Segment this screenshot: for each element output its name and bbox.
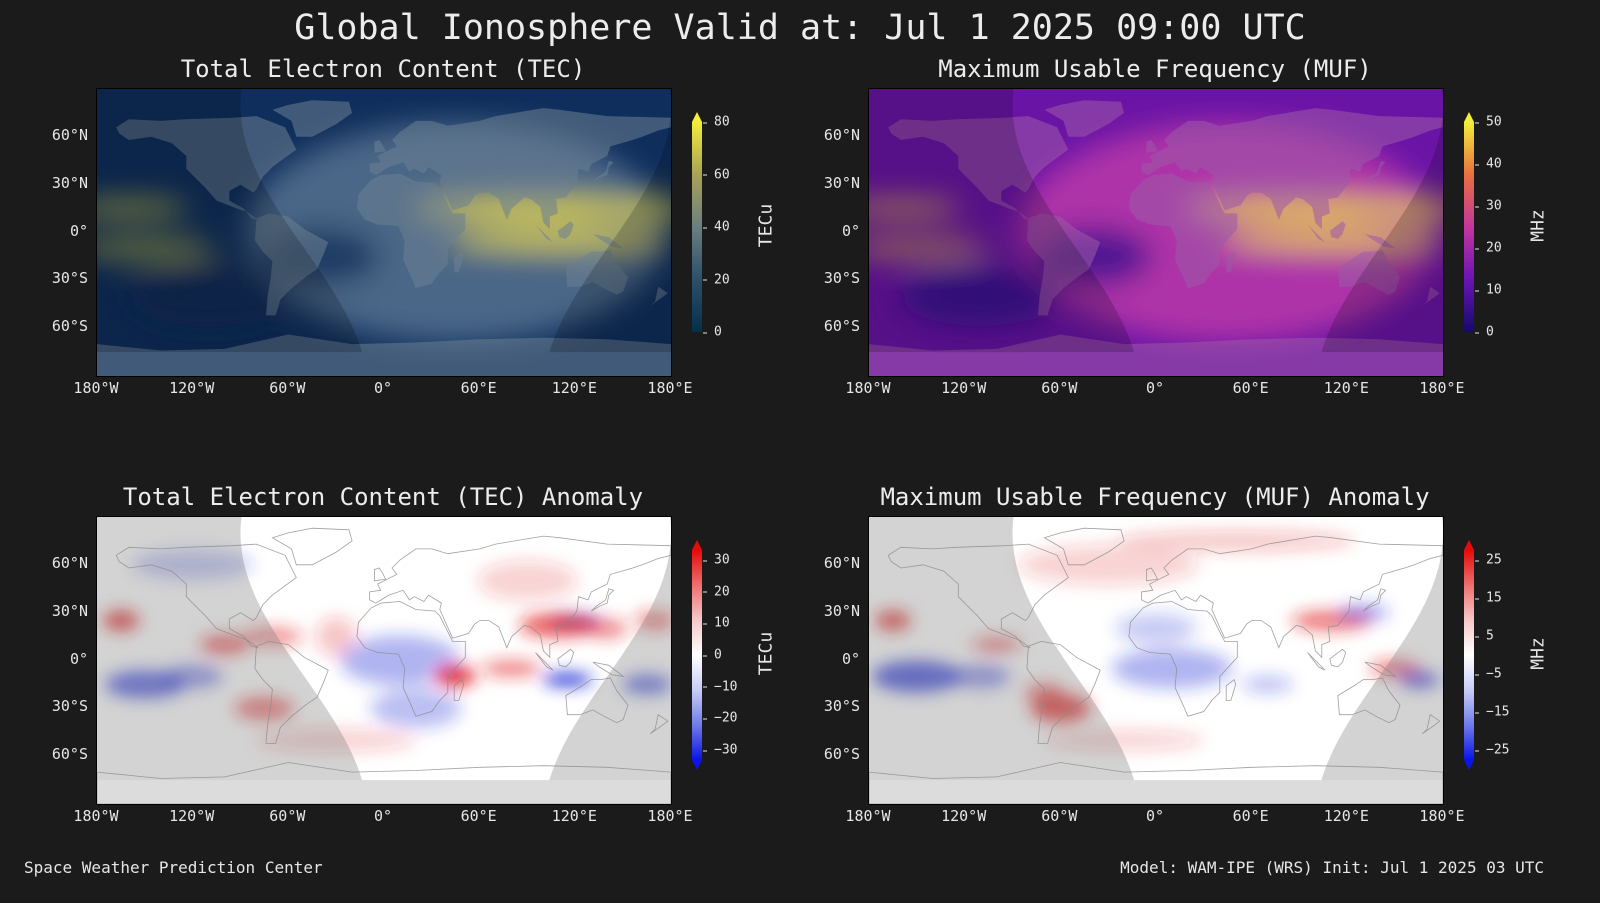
lon-tick-label: 180°E [1419, 807, 1465, 825]
lat-tick-label: 0° [69, 649, 88, 668]
colorbar-tick-label: −25 [1474, 742, 1510, 758]
lon-tick-label: 120°W [941, 807, 987, 825]
lat-tick-label: 30°S [51, 697, 88, 716]
lon-tick-label: 0° [1145, 807, 1165, 825]
colorbar-tick-label: −30 [702, 742, 738, 758]
colorbar-tick-label: 60 [703, 167, 730, 182]
colorbar-tick-label: 30 [1475, 198, 1502, 214]
lat-tick-label: 30°N [823, 601, 860, 620]
lat-tick-label: 30°N [51, 601, 88, 620]
footer-source: Space Weather Prediction Center [24, 858, 323, 877]
lon-tick-label: 180°E [647, 379, 693, 397]
lat-tick-label: 60°N [823, 553, 860, 572]
muf-map [868, 88, 1444, 377]
lon-tick-label: 0° [373, 379, 393, 397]
lat-tick-label: 60°N [51, 125, 88, 144]
colorbar-extend-top [1464, 112, 1474, 122]
lat-tick-label: 0° [69, 221, 88, 240]
lon-tick-label: 60°E [460, 379, 497, 397]
lon-tick-label: 180°W [845, 807, 891, 825]
colorbar-tick-label: 15 [1475, 590, 1502, 606]
lat-tick-label: 60°S [823, 317, 860, 336]
colorbar-tick-label: 20 [703, 272, 730, 287]
colorbar-tick-label: 80 [703, 114, 730, 130]
colorbar-tick-label: 20 [1475, 240, 1502, 256]
colorbar-tick-label: 0 [703, 324, 722, 340]
colorbar-tick-label: 10 [1475, 282, 1502, 298]
muf-anom-title: Maximum Usable Frequency (MUF) Anomaly [880, 483, 1430, 511]
colorbar-tick-label: 40 [703, 219, 730, 235]
lon-tick-label: 60°E [1232, 807, 1269, 825]
lon-tick-label: 0° [1145, 379, 1165, 397]
lon-tick-label: 180°W [73, 807, 119, 825]
lat-tick-label: 60°N [51, 553, 88, 572]
tec-anom-title: Total Electron Content (TEC) Anomaly [122, 483, 644, 511]
lat-tick-label: 60°S [51, 745, 88, 764]
muf-anom-map [868, 516, 1444, 805]
lon-tick-label: 120°E [1323, 807, 1369, 825]
colorbar-tick-label: −20 [702, 710, 738, 726]
muf-anom-colorbar: 25 15 5 −5 −15 −25 [1464, 540, 1509, 770]
lon-tick-label: 60°W [269, 379, 306, 397]
lon-tick-label: 60°W [1041, 379, 1078, 397]
colorbar-tick-label: 50 [1475, 114, 1502, 130]
lon-tick-label: 120°E [551, 807, 597, 825]
page-title: Global Ionosphere Valid at: Jul 1 2025 0… [294, 8, 1306, 48]
lon-tick-label: 60°E [460, 807, 497, 825]
lon-tick-label: 180°E [647, 807, 693, 825]
muf-panel: Maximum Usable Frequency (MUF) 60°N 30°N 0°… [772, 55, 1552, 475]
lon-tick-label: 120°E [551, 379, 597, 397]
colorbar-extend-top [692, 112, 702, 122]
colorbar-tick-label: 10 [703, 615, 730, 631]
lon-tick-label: 60°E [1232, 379, 1269, 397]
tec-anom-map [96, 516, 672, 805]
lat-tick-label: 60°S [823, 745, 860, 764]
colorbar-unit-label: MHz [1527, 637, 1549, 670]
colorbar-tick-label: 40 [1475, 156, 1502, 172]
colorbar-tick-label: 25 [1475, 552, 1502, 568]
lon-tick-label: 60°W [269, 807, 306, 825]
tec-colorbar: 80 60 40 20 0 [692, 112, 730, 340]
lat-tick-label: 60°N [823, 125, 860, 144]
tec-panel: Total Electron Content (TEC) 60°N 30°N 0° 30… [0, 55, 780, 475]
tec-title: Total Electron Content (TEC) [180, 55, 586, 83]
tec-anom-colorbar: 30 20 10 0 −10 −20 −30 [692, 540, 737, 770]
lon-tick-label: 120°W [941, 379, 987, 397]
lat-tick-label: 0° [841, 221, 860, 240]
lon-tick-label: 180°E [1419, 379, 1465, 397]
colorbar-tick-label: 30 [703, 552, 730, 568]
colorbar-extend-top [1464, 540, 1474, 550]
lat-tick-label: 30°N [51, 173, 88, 192]
lon-tick-label: 180°W [73, 379, 119, 397]
colorbar-tick-label: 20 [703, 584, 730, 600]
colorbar-tick-label: 0 [703, 647, 722, 663]
colorbar-extend-bottom [692, 760, 702, 770]
lat-tick-label: 30°S [51, 269, 88, 288]
muf-colorbar: 50 40 30 20 10 0 [1464, 112, 1502, 340]
lon-tick-label: 0° [373, 807, 393, 825]
muf-anomaly-panel: Maximum Usable Frequency (MUF) Anomaly 60… [772, 483, 1552, 903]
lon-tick-label: 120°W [169, 807, 215, 825]
lon-tick-label: 60°W [1041, 807, 1078, 825]
footer-model-info: Model: WAM-IPE (WRS) Init: Jul 1 2025 03… [1120, 858, 1544, 877]
lon-tick-label: 120°W [169, 379, 215, 397]
colorbar-tick-label: −15 [1474, 704, 1510, 720]
colorbar-unit-label: MHz [1527, 209, 1549, 242]
colorbar-tick-label: −10 [702, 679, 738, 695]
lat-tick-label: 0° [841, 649, 860, 668]
lon-tick-label: 180°W [845, 379, 891, 397]
tec-map [96, 88, 672, 377]
colorbar-tick-label: 0 [1475, 324, 1494, 340]
lat-tick-label: 30°S [823, 697, 860, 716]
colorbar-extend-top [692, 540, 702, 550]
lon-tick-label: 120°E [1323, 379, 1369, 397]
colorbar-extend-bottom [1464, 760, 1474, 770]
colorbar-tick-label: −5 [1475, 666, 1502, 682]
tec-anomaly-panel: Total Electron Content (TEC) Anomaly 60°N… [0, 483, 780, 903]
lat-tick-label: 30°S [823, 269, 860, 288]
muf-title: Maximum Usable Frequency (MUF) [938, 55, 1372, 83]
colorbar-tick-label: 5 [1475, 628, 1494, 644]
lat-tick-label: 30°N [823, 173, 860, 192]
lat-tick-label: 60°S [51, 317, 88, 336]
